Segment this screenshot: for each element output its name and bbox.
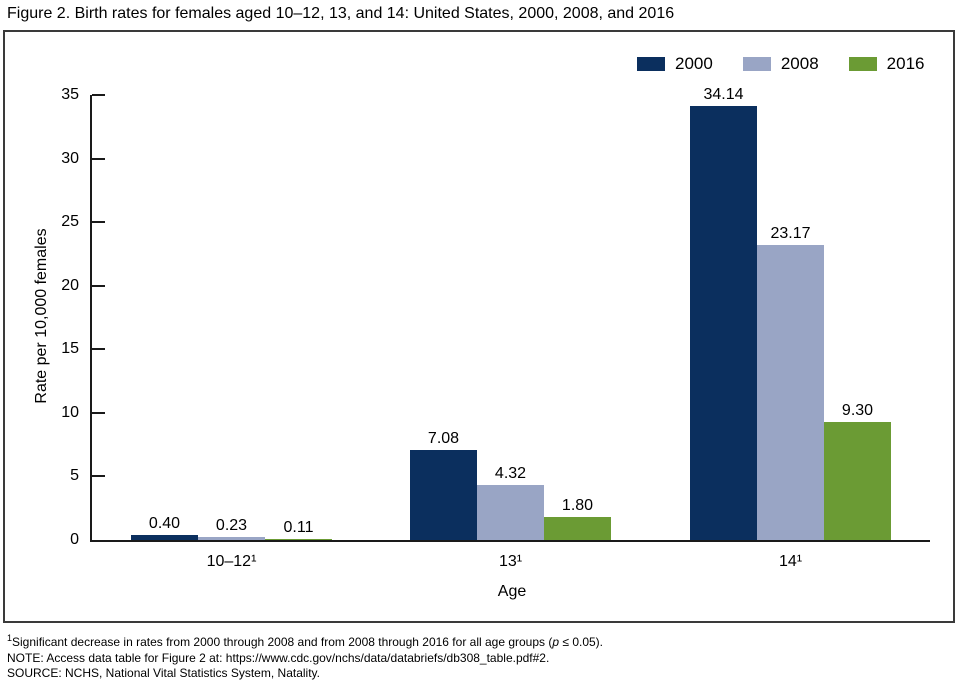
y-tick-label: 15 [61, 340, 79, 358]
y-tick-label: 35 [61, 86, 79, 103]
legend-item-2008: 2008 [742, 54, 819, 74]
legend-label: 2008 [780, 54, 819, 73]
figure-title: Figure 2. Birth rates for females aged 1… [7, 5, 675, 22]
x-axis-line [90, 540, 930, 542]
bar-value-label: 7.08 [427, 429, 460, 447]
bar-2016-13¹ [544, 517, 611, 540]
y-tick-label: 0 [70, 531, 79, 548]
x-axis-title: Age [497, 583, 527, 600]
bar-2016-10–12¹ [265, 538, 332, 540]
bar-2008-10–12¹ [198, 537, 265, 540]
legend-swatch-2008 [742, 57, 771, 71]
footnotes: 1Significant decrease in rates from 2000… [7, 631, 603, 680]
legend-label: 2016 [886, 54, 925, 73]
y-tick-mark [92, 475, 105, 478]
bar-value-label: 9.30 [841, 401, 874, 419]
y-tick-mark [92, 157, 105, 160]
y-tick-label: 30 [61, 149, 79, 167]
y-tick-label: 20 [61, 276, 79, 294]
footnote-note: NOTE: Access data table for Figure 2 at:… [7, 650, 550, 665]
bar-value-label: 0.11 [283, 518, 314, 536]
footnote-source: SOURCE: NCHS, National Vital Statistics … [7, 666, 320, 680]
bar-value-label: 23.17 [770, 225, 811, 243]
bar-value-label: 4.32 [494, 465, 527, 483]
bar-value-label: 0.40 [148, 514, 181, 532]
legend-swatch-2016 [848, 57, 877, 71]
x-tick-label: 13¹ [498, 553, 523, 570]
y-tick-label: 5 [70, 467, 79, 485]
chart-plot: 0 5 10 15 20 25 30 35 0.40 7.08 34.14 0.23 4.32 23.17… [5, 32, 953, 621]
legend-item-2016: 2016 [848, 54, 925, 74]
bar-2000-13¹ [410, 449, 477, 540]
y-tick-mark [92, 94, 105, 96]
y-axis-line [90, 95, 92, 542]
chart-legend: 2000 2008 2016 [637, 53, 924, 75]
bar-2008-13¹ [477, 485, 544, 540]
y-tick-label: 25 [61, 213, 79, 231]
y-tick-label: 10 [61, 403, 79, 421]
legend-item-2000: 2000 [637, 54, 713, 74]
bar-value-label: 0.23 [215, 517, 248, 535]
y-tick-mark [92, 411, 105, 414]
legend-swatch-2000 [637, 57, 665, 71]
footnote-superscript: 1 [7, 633, 13, 643]
bar-value-label: 1.80 [561, 497, 594, 515]
bar-2016-14¹ [824, 421, 891, 540]
bar-2008-14¹ [757, 245, 824, 540]
footnote-p-italic: p [552, 635, 560, 649]
x-tick-label: 10–12¹ [206, 553, 257, 570]
footnote-significance: 1Significant decrease in rates from 2000… [7, 631, 603, 651]
bar-value-label: 34.14 [703, 85, 744, 103]
legend-label: 2000 [675, 54, 713, 73]
footnote-text: Significant decrease in rates from 2000 … [12, 635, 553, 649]
x-tick-label: 14¹ [778, 553, 803, 570]
footnote-text-end: ≤ 0.05). [559, 635, 604, 649]
bar-2000-14¹ [690, 105, 757, 540]
y-tick-mark [92, 221, 105, 224]
bar-2000-10–12¹ [131, 534, 198, 540]
y-tick-mark [92, 284, 105, 287]
y-tick-mark [92, 348, 105, 351]
